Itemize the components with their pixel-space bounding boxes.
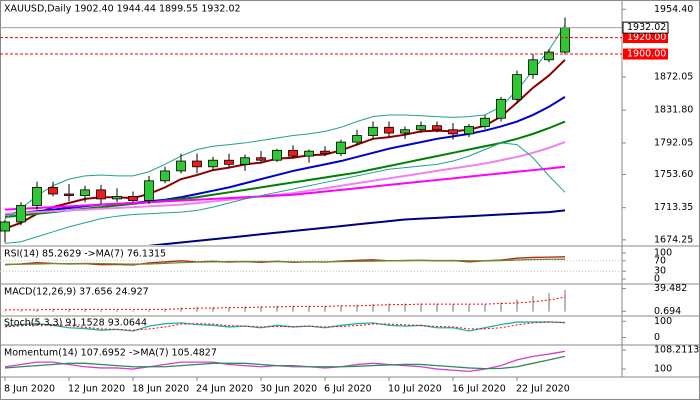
candle-body bbox=[224, 159, 234, 165]
y-tick-label: 0.694 bbox=[654, 306, 681, 317]
candle-body bbox=[384, 126, 394, 134]
y-tick-label: 30 bbox=[654, 266, 666, 277]
y-tick-label: 1831.80 bbox=[654, 105, 693, 116]
plot-layer: 1954.40 1872.05 1831.80 1792.05 1753.60 1713.… bbox=[0, 4, 699, 395]
x-tick-label: 22 Jul 2020 bbox=[516, 384, 570, 395]
panel-title: RSI(14) 85.2629 ->MA(7) 76.1315 bbox=[4, 249, 166, 260]
y-tick-label: 1753.60 bbox=[654, 169, 693, 180]
panel bbox=[4, 289, 566, 312]
y-tick-label: 0 bbox=[654, 332, 660, 343]
panel-title: Momentum(14) 107.6952 ->MA(7) 105.4827 bbox=[4, 348, 217, 359]
indicator-line bbox=[4, 321, 566, 331]
y-tick-label: 70 bbox=[654, 255, 666, 266]
y-tick-label: 1792.05 bbox=[654, 137, 693, 148]
y-tick-label: 39.482 bbox=[654, 283, 687, 294]
x-tick-label: 10 Jul 2020 bbox=[388, 384, 442, 395]
candle-body bbox=[416, 125, 426, 131]
candle-body bbox=[160, 170, 170, 182]
candle-body bbox=[48, 186, 58, 195]
candle-body bbox=[256, 157, 266, 161]
candle-body bbox=[464, 126, 474, 135]
candle-body bbox=[336, 141, 346, 155]
candle-body bbox=[80, 189, 90, 197]
candle-body bbox=[0, 221, 10, 232]
candle-body bbox=[496, 98, 506, 119]
x-tick-label: 24 Jun 2020 bbox=[196, 384, 253, 395]
y-tick-label: 1954.40 bbox=[654, 4, 693, 15]
panel bbox=[4, 350, 566, 373]
candle-body bbox=[560, 27, 570, 53]
current-price-box bbox=[622, 21, 669, 34]
candle-body bbox=[128, 196, 138, 201]
y-tick-label: 1713.35 bbox=[654, 202, 693, 213]
moving-average bbox=[4, 141, 566, 215]
candle-body bbox=[304, 150, 314, 157]
candle-body bbox=[400, 129, 410, 134]
x-tick-label: 18 Jun 2020 bbox=[132, 384, 189, 395]
y-tick-label: 100 bbox=[654, 364, 672, 375]
candle-body bbox=[32, 186, 42, 206]
moving-average bbox=[4, 165, 566, 211]
x-tick-label: 6 Jul 2020 bbox=[324, 384, 372, 395]
candle-body bbox=[432, 125, 442, 131]
candle-body bbox=[192, 160, 202, 168]
candle-body bbox=[288, 149, 298, 157]
candle-body bbox=[96, 189, 106, 200]
candle-body bbox=[368, 126, 378, 136]
level-label: 1920.00 bbox=[627, 32, 666, 43]
level-label: 1900.00 bbox=[627, 49, 666, 60]
candle-body bbox=[144, 180, 154, 201]
panel bbox=[0, 256, 622, 272]
moving-average bbox=[4, 142, 566, 244]
x-tick-label: 8 Jun 2020 bbox=[4, 384, 55, 395]
indicator-line bbox=[4, 355, 566, 370]
y-tick-label: 1674.25 bbox=[654, 234, 693, 245]
indicator-line bbox=[5, 296, 566, 311]
panel bbox=[0, 17, 570, 245]
indicator-line bbox=[4, 258, 566, 266]
x-tick-label: 16 Jul 2020 bbox=[452, 384, 506, 395]
chart-title: XAUUSD,Daily 1902.40 1944.44 1899.55 193… bbox=[4, 4, 241, 15]
moving-average bbox=[4, 24, 566, 220]
candle-body bbox=[528, 59, 538, 76]
candle-body bbox=[480, 117, 490, 127]
candle-body bbox=[352, 135, 362, 143]
panel-title: MACD(12,26,9) 37.656 24.927 bbox=[4, 287, 149, 298]
y-tick-label: 1872.05 bbox=[654, 72, 693, 83]
current-price-label: 1932.02 bbox=[627, 22, 666, 33]
x-tick-label: 30 Jun 2020 bbox=[260, 384, 317, 395]
moving-average bbox=[147, 209, 566, 245]
candle-body bbox=[448, 129, 458, 135]
candle-body bbox=[512, 74, 522, 100]
candle-body bbox=[112, 196, 122, 200]
panel bbox=[4, 321, 566, 332]
candle-body bbox=[272, 149, 282, 161]
x-tick-label: 12 Jun 2020 bbox=[68, 384, 125, 395]
candle-body bbox=[544, 51, 554, 61]
level-label-box bbox=[623, 32, 668, 44]
candle-body bbox=[240, 157, 250, 165]
candle-body bbox=[176, 160, 186, 172]
y-tick-label: 100 bbox=[654, 316, 672, 327]
y-tick-label: 100 bbox=[654, 248, 672, 259]
y-tick-label: 108.2113 bbox=[654, 345, 699, 356]
candle-body bbox=[320, 150, 330, 155]
y-tick-label: 0 bbox=[654, 274, 660, 285]
panel-title: Stoch(5,3,3) 91.1528 93.0644 bbox=[4, 318, 147, 329]
candle-body bbox=[64, 193, 74, 197]
candle-body bbox=[208, 159, 218, 168]
level-label-box bbox=[623, 48, 668, 60]
moving-average bbox=[4, 120, 566, 219]
candle-body bbox=[16, 205, 26, 223]
